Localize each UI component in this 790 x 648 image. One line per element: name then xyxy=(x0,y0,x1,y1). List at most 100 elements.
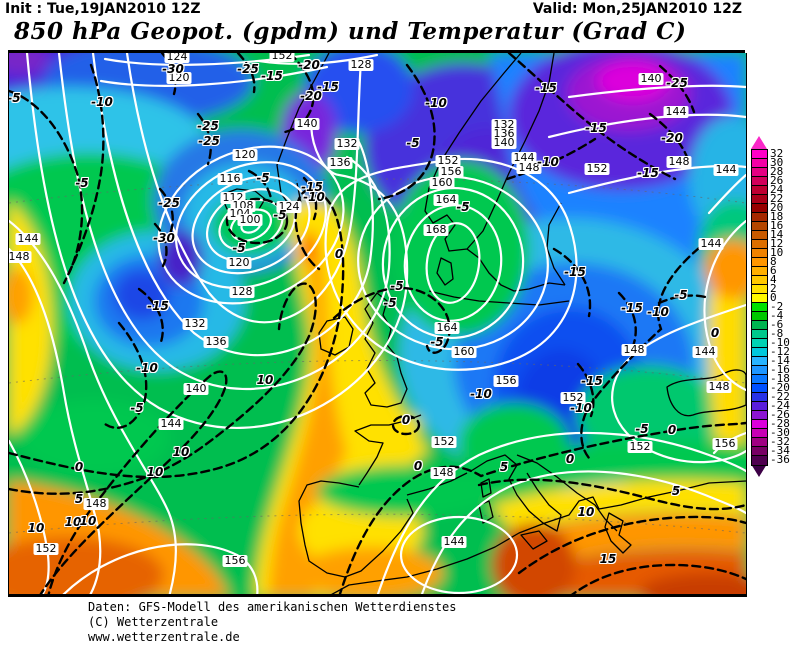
colorbar-value: 22 xyxy=(770,192,784,205)
map-canvas xyxy=(9,53,746,594)
colorbar-value: 14 xyxy=(770,228,784,241)
geopotential-label: 152 xyxy=(560,391,586,404)
geopotential-label: 140 xyxy=(183,382,209,395)
geopotential-label: 120 xyxy=(226,256,252,269)
geopotential-label: 140 xyxy=(491,136,517,149)
geopotential-label: 144 xyxy=(692,345,718,358)
colorbar-step: -36 xyxy=(751,454,790,466)
temperature-label: 0 xyxy=(667,423,677,437)
temperature-label: -5 xyxy=(8,91,21,105)
temperature-label: 10 xyxy=(146,465,164,479)
geopotential-label: 144 xyxy=(15,232,41,245)
colorbar-value: 6 xyxy=(770,264,777,277)
colorbar-value: 32 xyxy=(770,147,784,160)
colorbar-value: -20 xyxy=(770,381,790,394)
temperature-label: -5 xyxy=(232,241,246,255)
colorbar-value: -32 xyxy=(770,435,790,448)
colorbar-value: -24 xyxy=(770,399,790,412)
temperature-label: -15 xyxy=(261,69,283,83)
temperature-label: 5 xyxy=(499,460,509,474)
temperature-label: 15 xyxy=(599,552,617,566)
colorbar-value: 20 xyxy=(770,201,784,214)
temperature-label: 0 xyxy=(710,326,720,340)
footer-data-source: Daten: GFS-Modell des amerikanischen Wet… xyxy=(88,600,457,614)
temperature-label: -15 xyxy=(147,299,169,313)
geopotential-label: 144 xyxy=(663,105,689,118)
colorbar-value: -34 xyxy=(770,444,790,457)
temperature-label: 0 xyxy=(413,459,423,473)
colorbar-value: 0 xyxy=(770,291,777,304)
geopotential-label: 144 xyxy=(441,535,467,548)
temperature-label: -10 xyxy=(91,95,113,109)
temperature-label: -15 xyxy=(317,80,339,94)
geopotential-label: 148 xyxy=(666,155,692,168)
colorbar-value: -14 xyxy=(770,354,790,367)
temperature-label: -25 xyxy=(158,196,180,210)
colorbar-value: 2 xyxy=(770,282,777,295)
geopotential-label: 136 xyxy=(327,156,353,169)
temperature-colorbar: 32 30 28 26 24 22 20 18 16 14 12 10 8 6 4 2 0 -2 -4 -6 -8 -10… xyxy=(751,136,790,477)
bottom-divider xyxy=(8,594,747,597)
temperature-label: -25 xyxy=(237,62,259,76)
temperature-label: 0 xyxy=(565,452,575,466)
geopotential-label: 156 xyxy=(712,437,738,450)
geopotential-label: 152 xyxy=(431,435,457,448)
temperature-label: -5 xyxy=(674,288,688,302)
colorbar-value: -4 xyxy=(770,309,784,322)
colorbar-arrow-up-icon xyxy=(751,136,767,149)
temperature-field xyxy=(9,53,746,594)
colorbar-value: -2 xyxy=(770,300,784,313)
geopotential-label: 156 xyxy=(493,374,519,387)
temperature-label: -20 xyxy=(661,131,683,145)
temperature-label: -25 xyxy=(666,76,688,90)
temperature-label: -15 xyxy=(535,81,557,95)
colorbar-value: 18 xyxy=(770,210,784,223)
colorbar-value: -30 xyxy=(770,426,790,439)
temperature-label: 10 xyxy=(27,521,45,535)
geopotential-label: 100 xyxy=(237,213,263,226)
colorbar-value: 24 xyxy=(770,183,784,196)
colorbar-value: -22 xyxy=(770,390,790,403)
temperature-label: -5 xyxy=(256,171,270,185)
geopotential-label: 148 xyxy=(621,343,647,356)
page-title: 850 hPa Geopot. (gpdm) und Temperatur (G… xyxy=(14,18,687,45)
colorbar-value: -10 xyxy=(770,336,790,349)
temperature-label: -5 xyxy=(390,279,404,293)
temperature-label: 10 xyxy=(256,373,274,387)
geopotential-label: 120 xyxy=(166,71,192,84)
colorbar-swatch xyxy=(751,455,768,466)
colorbar-value: -16 xyxy=(770,363,790,376)
temperature-label: -5 xyxy=(430,335,444,349)
geopotential-label: 160 xyxy=(429,176,455,189)
geopotential-label: 152 xyxy=(435,154,461,167)
colorbar-value: -18 xyxy=(770,372,790,385)
temperature-label: -15 xyxy=(585,121,607,135)
temperature-label: -10 xyxy=(303,190,325,204)
temperature-label: -5 xyxy=(75,176,89,190)
weather-map: 124 120 152 128 140 144 148 144 152 132 136 140 144 1… xyxy=(8,53,747,594)
geopotential-label: 124 xyxy=(164,53,190,63)
geopotential-label: 116 xyxy=(217,172,243,185)
geopotential-contours xyxy=(9,53,746,594)
colorbar-value: 8 xyxy=(770,255,777,268)
geopotential-label: 144 xyxy=(698,237,724,250)
temperature-label: -5 xyxy=(456,200,470,214)
geopotential-label: 120 xyxy=(232,148,258,161)
geopotential-label: 128 xyxy=(229,285,255,298)
geopotential-label: 144 xyxy=(511,151,537,164)
geopotential-label: 144 xyxy=(158,417,184,430)
temperature-label: -25 xyxy=(198,134,220,148)
temperature-label: -15 xyxy=(564,265,586,279)
temperature-label: 10 xyxy=(64,515,82,529)
geopotential-label: 168 xyxy=(423,223,449,236)
temperature-label: 0 xyxy=(334,247,344,261)
geopotential-label: 136 xyxy=(203,335,229,348)
geopotential-label: 164 xyxy=(433,193,459,206)
geopotential-label: 152 xyxy=(33,542,59,555)
temperature-label: -5 xyxy=(635,422,649,436)
top-divider xyxy=(8,50,745,53)
geopotential-label: 132 xyxy=(334,137,360,150)
geopotential-label: 148 xyxy=(430,466,456,479)
geopotential-label: 144 xyxy=(713,163,739,176)
